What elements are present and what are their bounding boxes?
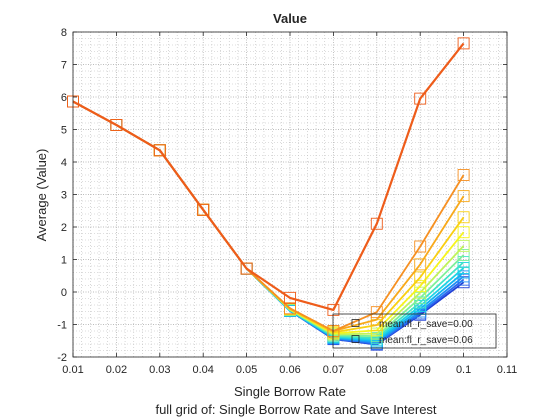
data-point-marker	[457, 190, 470, 203]
subtitle: full grid of: Single Borrow Rate and Sav…	[155, 402, 436, 417]
y-tick-label: 7	[61, 60, 67, 72]
data-point-marker	[110, 118, 123, 131]
data-point-marker	[414, 258, 427, 271]
legend: mean:fl_r_save=0.00 mean:fl_r_save=0.06	[332, 313, 497, 349]
y-tick-label: 5	[61, 125, 67, 137]
ticks-layer	[72, 31, 508, 358]
y-tick-label: 0	[61, 287, 67, 299]
x-tick-label: 0.02	[106, 364, 127, 376]
x-tick-label: 0.04	[192, 364, 213, 376]
y-tick-label: 6	[61, 92, 67, 104]
data-point-marker	[370, 306, 383, 319]
y-tick-label: 8	[61, 27, 67, 39]
data-point-marker	[457, 256, 470, 269]
data-point-marker	[457, 169, 470, 181]
x-tick-label: 0.01	[62, 364, 83, 376]
x-axis-label: Single Borrow Rate	[234, 384, 346, 399]
legend-box	[332, 313, 497, 349]
tick-labels: 0.01 0.02 0.03 0.04 0.05 0.06 0.07 0.08 0.09 0.1 0…	[57, 27, 517, 376]
legend-marker	[351, 335, 360, 343]
x-tick-label: 0.08	[366, 364, 387, 376]
y-tick-label: 4	[61, 157, 67, 169]
y-tick-label: 3	[61, 190, 67, 202]
x-tick-label: 0.11	[497, 364, 518, 376]
y-tick-label: -2	[57, 352, 67, 364]
data-point-marker	[284, 291, 296, 304]
data-point-marker	[284, 302, 296, 315]
x-tick-label: 0.03	[149, 364, 170, 376]
data-point-marker	[414, 271, 427, 284]
x-tick-label: 0.07	[323, 364, 344, 376]
data-point-marker	[457, 239, 470, 252]
series-line	[72, 42, 465, 311]
chart-title: Value	[273, 11, 307, 26]
data-point-marker	[153, 144, 166, 157]
legend-label: mean:fl_r_save=0.06	[379, 335, 473, 346]
data-point-marker	[457, 211, 470, 224]
data-point-marker	[457, 37, 470, 50]
data-point-marker	[370, 217, 383, 230]
legend-label: mean:fl_r_save=0.00	[379, 319, 473, 330]
y-axis-label: Average (Value)	[34, 149, 49, 242]
data-point-marker	[197, 203, 210, 216]
legend-marker	[351, 319, 360, 327]
y-tick-label: 2	[61, 222, 67, 234]
y-tick-label: 1	[61, 255, 67, 267]
x-tick-label: 0.1	[456, 364, 471, 376]
data-point-marker	[240, 262, 253, 275]
data-point-marker	[414, 280, 427, 293]
x-tick-label: 0.09	[409, 364, 430, 376]
data-point-marker	[457, 248, 470, 261]
x-tick-label: 0.06	[279, 364, 300, 376]
data-point-marker	[414, 92, 427, 105]
y-tick-label: -1	[57, 320, 67, 332]
series-layer	[67, 37, 470, 351]
data-point-marker	[414, 240, 427, 253]
x-tick-label: 0.05	[236, 364, 257, 376]
data-point-marker	[457, 226, 470, 239]
